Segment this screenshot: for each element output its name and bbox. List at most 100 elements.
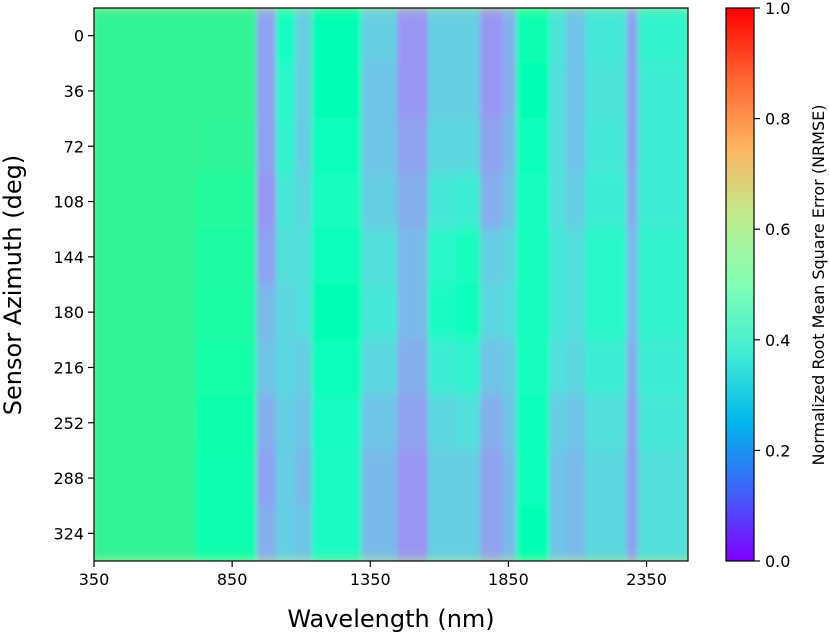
heatmap-cell xyxy=(516,450,550,506)
heatmap-cell xyxy=(516,8,550,64)
heatmap-cell xyxy=(638,284,689,340)
heatmap-cell xyxy=(502,118,517,174)
colorbar-tick-label: 0.8 xyxy=(765,110,790,129)
heatmap-cell xyxy=(94,339,197,395)
heatmap-cell xyxy=(455,173,481,229)
y-tick-label: 252 xyxy=(53,414,84,433)
heatmap-cell xyxy=(196,63,258,119)
heatmap-cell xyxy=(638,395,689,451)
heatmap-cell xyxy=(196,173,258,229)
heatmap-cell xyxy=(480,173,503,229)
heatmap-cell xyxy=(257,505,277,561)
heatmap-cell xyxy=(397,8,428,64)
heatmap-cell xyxy=(257,395,277,451)
heatmap-cell xyxy=(638,63,689,119)
heatmap-cell xyxy=(276,450,296,506)
heatmap-cell xyxy=(295,395,313,451)
heatmap-cell xyxy=(94,229,197,285)
x-tick-label: 1850 xyxy=(488,570,529,589)
heatmap-cell xyxy=(455,395,481,451)
heatmap-cell xyxy=(397,339,428,395)
heatmap-cell xyxy=(276,339,296,395)
heatmap-cell xyxy=(549,173,567,229)
heatmap-cell xyxy=(455,450,481,506)
heatmap-cell xyxy=(397,118,428,174)
colorbar-gradient xyxy=(726,8,754,561)
heatmap-cell xyxy=(312,63,363,119)
heatmap-cell xyxy=(549,229,567,285)
heatmap-cell xyxy=(480,229,503,285)
y-tick-label: 144 xyxy=(53,248,84,267)
heatmap-cell xyxy=(638,118,689,174)
heatmap-cell xyxy=(428,8,457,64)
heatmap-cell xyxy=(397,450,428,506)
heatmap-cell xyxy=(549,339,567,395)
heatmap-cell xyxy=(455,63,481,119)
heatmap-cell xyxy=(196,339,258,395)
colorbar-tick-label: 0.2 xyxy=(765,441,790,460)
heatmap-cell xyxy=(94,395,197,451)
heatmap-cell xyxy=(549,284,567,340)
heatmap-cell xyxy=(516,395,550,451)
heatmap-cell xyxy=(397,395,428,451)
colorbar-tick-label: 0.6 xyxy=(765,220,790,239)
heatmap-cell xyxy=(276,395,296,451)
heatmap-cell xyxy=(566,118,586,174)
colorbar-label: Normalized Root Mean Square Error (NRMSE… xyxy=(809,105,828,466)
heatmap-cell xyxy=(312,118,363,174)
heatmap-cell xyxy=(638,8,689,64)
heatmap-cell xyxy=(196,284,258,340)
heatmap-cell xyxy=(312,173,363,229)
heatmap-cell xyxy=(397,284,428,340)
heatmap-cell xyxy=(276,284,296,340)
y-tick-label: 108 xyxy=(53,193,84,212)
heatmap-cell xyxy=(94,450,197,506)
y-tick-label: 180 xyxy=(53,303,84,322)
heatmap-cell xyxy=(276,118,296,174)
heatmap-cell xyxy=(455,229,481,285)
y-tick-label: 288 xyxy=(53,469,84,488)
heatmap-cell xyxy=(566,8,586,64)
heatmap-plot-area xyxy=(94,8,689,562)
heatmap-cell xyxy=(257,339,277,395)
heatmap-cell xyxy=(638,450,689,506)
heatmap-cell xyxy=(480,63,503,119)
heatmap-cell xyxy=(428,63,457,119)
heatmap-cell xyxy=(94,505,197,561)
heatmap-cell xyxy=(480,450,503,506)
heatmap-cell xyxy=(502,395,517,451)
heatmap-cell xyxy=(361,63,398,119)
heatmap-cell xyxy=(295,63,313,119)
heatmap-cell xyxy=(549,450,567,506)
heatmap-cell xyxy=(257,8,277,64)
heatmap-cell xyxy=(585,339,627,395)
heatmap-cell xyxy=(257,173,277,229)
heatmap-cell xyxy=(585,395,627,451)
heatmap-cell xyxy=(196,229,258,285)
heatmap-cell xyxy=(312,284,363,340)
heatmap-cell xyxy=(516,339,550,395)
colorbar: 0.0 0.2 0.4 0.6 0.8 1.0 Normalized Root Mean … xyxy=(726,0,828,571)
heatmap-cell xyxy=(94,118,197,174)
heatmap-cell xyxy=(196,395,258,451)
heatmap-cell xyxy=(455,505,481,561)
heatmap-cell xyxy=(566,395,586,451)
y-tick-label: 36 xyxy=(64,82,84,101)
heatmap-cell xyxy=(295,118,313,174)
heatmap-cell xyxy=(94,8,197,64)
heatmap-cell xyxy=(516,505,550,561)
heatmap-cell xyxy=(428,505,457,561)
heatmap-cell xyxy=(455,339,481,395)
heatmap-cell xyxy=(257,450,277,506)
heatmap-cell xyxy=(257,63,277,119)
heatmap-cell xyxy=(566,450,586,506)
heatmap-cell xyxy=(361,8,398,64)
heatmap-cell xyxy=(627,173,639,229)
colorbar-ticks: 0.0 0.2 0.4 0.6 0.8 1.0 xyxy=(754,0,790,571)
heatmap-cell xyxy=(585,8,627,64)
heatmap-cells xyxy=(94,8,689,562)
heatmap-cell xyxy=(295,505,313,561)
heatmap-cell xyxy=(480,118,503,174)
heatmap-cell xyxy=(480,339,503,395)
